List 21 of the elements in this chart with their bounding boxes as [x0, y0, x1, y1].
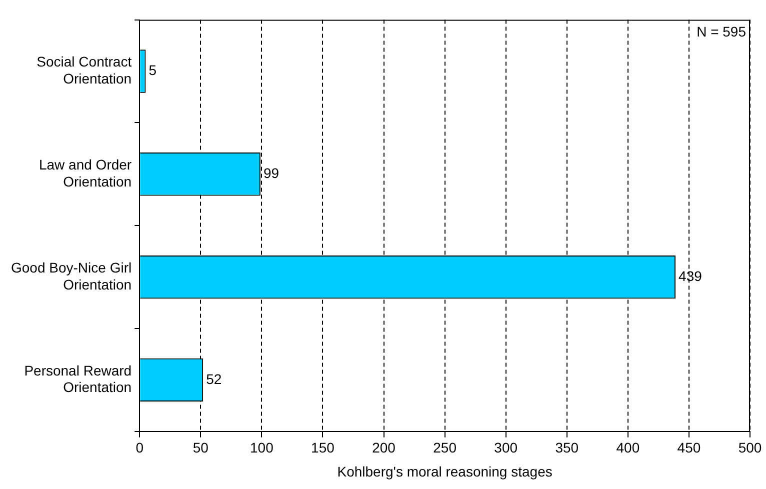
y-tick-label: Personal Reward Orientation — [24, 362, 132, 396]
y-tick-label: Social Contract Orientation — [36, 54, 132, 87]
x-tick-label: 300 — [494, 440, 518, 456]
data-label: 439 — [678, 268, 702, 284]
data-label: 99 — [263, 165, 280, 182]
x-tick-label: 350 — [555, 440, 579, 456]
x-tick-label: 200 — [372, 440, 396, 456]
data-label: 52 — [206, 370, 222, 387]
x-tick-label: 400 — [616, 440, 640, 456]
data-label: 5 — [148, 62, 157, 78]
x-tick-label: 500 — [738, 440, 762, 456]
x-tick-label: 450 — [677, 440, 701, 456]
x-tick-label: 0 — [136, 440, 144, 456]
annotation: N = 595 — [696, 24, 746, 40]
x-axis-title: Kohlberg's moral reasoning stages — [337, 463, 552, 480]
x-tick-label: 50 — [192, 440, 209, 456]
x-tick-label: 250 — [433, 440, 457, 456]
y-tick-label: Law and Order Orientation — [38, 156, 132, 190]
y-tick-label: Good Boy-Nice Girl Orientation — [11, 260, 132, 292]
x-tick-label: 100 — [250, 440, 274, 456]
x-tick-label: 150 — [311, 440, 335, 456]
